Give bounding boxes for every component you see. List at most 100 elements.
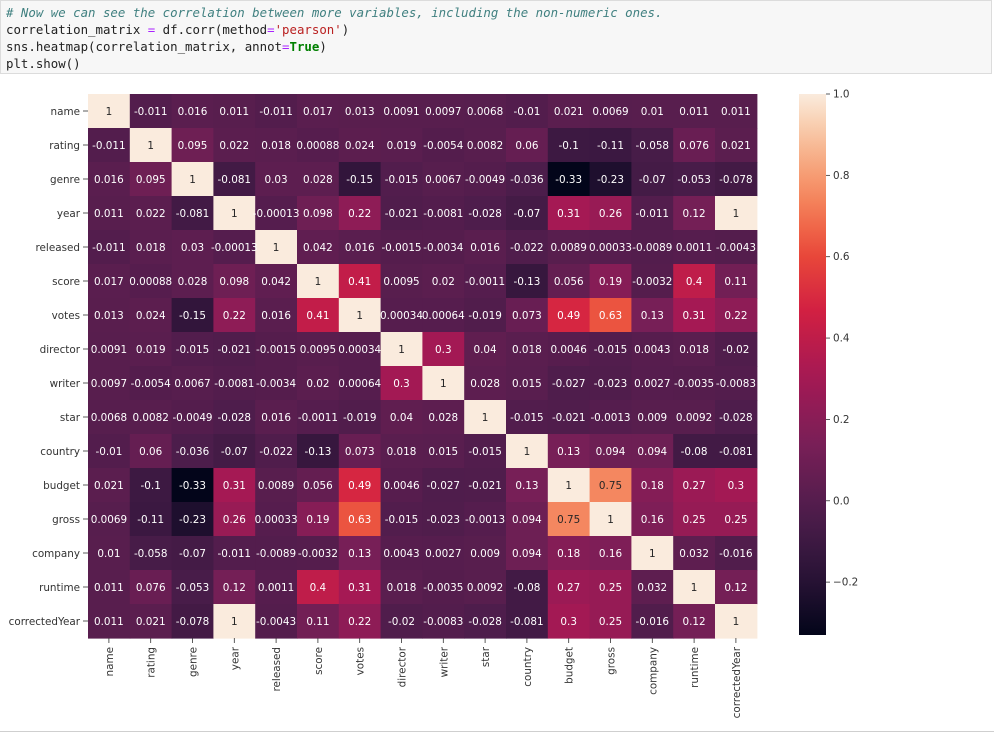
y-tick-label: gross <box>52 514 80 526</box>
code-token: 'pearson' <box>274 22 342 37</box>
heatmap-cell <box>213 94 256 129</box>
x-axis-tick-labels: name rating genre year released score votes dir… <box>104 638 743 718</box>
heatmap-cell <box>171 94 214 129</box>
colorbar-tick-label: 0.0 <box>833 495 850 507</box>
cell-annotation: -0.0049 <box>172 412 212 424</box>
cell-annotation: 0.00033 <box>589 242 632 254</box>
cell-annotation: 0.0092 <box>467 582 503 594</box>
cell-annotation: 1 <box>649 548 656 560</box>
colorbar-tick-label: 0.6 <box>833 251 850 263</box>
cell-annotation: 1 <box>524 446 531 458</box>
cell-annotation: 0.013 <box>94 310 124 322</box>
cell-annotation: 0.0011 <box>258 582 294 594</box>
cell-annotation: 0.0091 <box>91 344 127 356</box>
x-tick-label: writer <box>438 646 450 677</box>
cell-annotation: -0.023 <box>427 514 461 526</box>
cell-annotation: -0.0089 <box>632 242 672 254</box>
cell-annotation: -0.1 <box>559 140 579 152</box>
x-tick-label: votes <box>355 647 367 675</box>
heatmap-cell <box>506 230 549 265</box>
heatmap-cell <box>464 196 507 231</box>
heatmap-cell <box>589 332 632 367</box>
heatmap-cell <box>255 366 298 401</box>
heatmap-cell <box>171 604 214 639</box>
heatmap-cell <box>506 162 549 197</box>
heatmap-cell <box>464 536 507 571</box>
cell-annotation: 0.095 <box>136 174 166 186</box>
cell-annotation: 0.06 <box>139 446 162 458</box>
heatmap-cell <box>255 128 298 163</box>
cell-annotation: 0.25 <box>724 514 747 526</box>
heatmap-cell <box>715 128 758 163</box>
x-tick-label: rating <box>146 647 158 678</box>
cell-annotation: -0.053 <box>677 174 711 186</box>
cell-annotation: 1 <box>273 242 280 254</box>
cell-annotation: -0.011 <box>92 140 126 152</box>
cell-annotation: 1 <box>231 616 238 628</box>
cell-annotation: 0.12 <box>724 582 747 594</box>
cell-annotation: 0.011 <box>94 208 124 220</box>
cell-annotation: 0.49 <box>348 480 371 492</box>
cell-annotation: -0.01 <box>513 106 540 118</box>
cell-annotation: 1 <box>147 140 154 152</box>
heatmap-cell <box>631 604 674 639</box>
cell-annotation: -0.0032 <box>298 548 338 560</box>
heatmap-cell <box>171 298 214 333</box>
cell-annotation: 0.098 <box>219 276 249 288</box>
heatmap-cell <box>673 604 716 639</box>
y-tick-label: rating <box>49 140 80 152</box>
cell-annotation: 0.16 <box>599 548 622 560</box>
heatmap-cell <box>380 536 423 571</box>
cell-annotation: 0.22 <box>348 616 371 628</box>
cell-annotation: 0.024 <box>345 140 375 152</box>
cell-annotation: -0.0089 <box>256 548 296 560</box>
heatmap-cell <box>631 434 674 469</box>
heatmap-cell <box>171 128 214 163</box>
heatmap-cell <box>213 366 256 401</box>
cell-annotation: -0.028 <box>218 412 252 424</box>
cell-annotation: 0.04 <box>390 412 414 424</box>
cell-annotation: 1 <box>691 582 698 594</box>
y-tick-label: genre <box>50 174 80 186</box>
cell-annotation: 0.4 <box>686 276 703 288</box>
cell-annotation: 0.028 <box>428 412 458 424</box>
cell-annotation: 0.018 <box>261 140 291 152</box>
cell-annotation: 1 <box>607 514 614 526</box>
cell-annotation: 0.22 <box>348 208 371 220</box>
heatmap-cell <box>673 434 716 469</box>
cell-annotation: 0.11 <box>306 616 329 628</box>
cell-annotation: -0.022 <box>259 446 293 458</box>
heatmap-cell <box>464 230 507 265</box>
cell-annotation: -0.019 <box>468 310 502 322</box>
heatmap-cell <box>506 502 549 537</box>
heatmap-cell <box>631 128 674 163</box>
heatmap-cell <box>422 502 465 537</box>
cell-annotation: 0.0043 <box>383 548 419 560</box>
cell-annotation: 0.013 <box>345 106 375 118</box>
cell-annotation: 0.009 <box>470 548 500 560</box>
code-cell[interactable]: # Now we can see the correlation between… <box>0 0 992 74</box>
heatmap-cell <box>129 128 173 163</box>
heatmap-cell <box>589 94 632 129</box>
heatmap-cell <box>380 400 423 435</box>
cell-annotation: -0.021 <box>385 208 419 220</box>
cell-annotation: -0.011 <box>92 242 126 254</box>
y-tick-label: year <box>57 208 81 220</box>
heatmap-cell <box>506 468 549 503</box>
heatmap-cell <box>338 400 382 435</box>
x-tick-label: star <box>480 646 492 667</box>
cell-annotation: 0.0089 <box>258 480 294 492</box>
heatmap-cell <box>673 128 716 163</box>
cell-annotation: 0.011 <box>94 582 124 594</box>
cell-annotation: 0.02 <box>306 378 329 390</box>
cell-annotation: 0.076 <box>136 582 166 594</box>
cell-annotation: 0.021 <box>721 140 751 152</box>
cell-annotation: -0.07 <box>639 174 666 186</box>
cell-annotation: -0.23 <box>597 174 624 186</box>
cell-annotation: 0.63 <box>348 514 371 526</box>
cell-annotation: 1 <box>398 344 405 356</box>
cell-annotation: -0.015 <box>468 446 502 458</box>
cell-annotation: 0.41 <box>306 310 329 322</box>
heatmap-cell <box>422 366 465 401</box>
cell-annotation: -0.0013 <box>465 514 505 526</box>
